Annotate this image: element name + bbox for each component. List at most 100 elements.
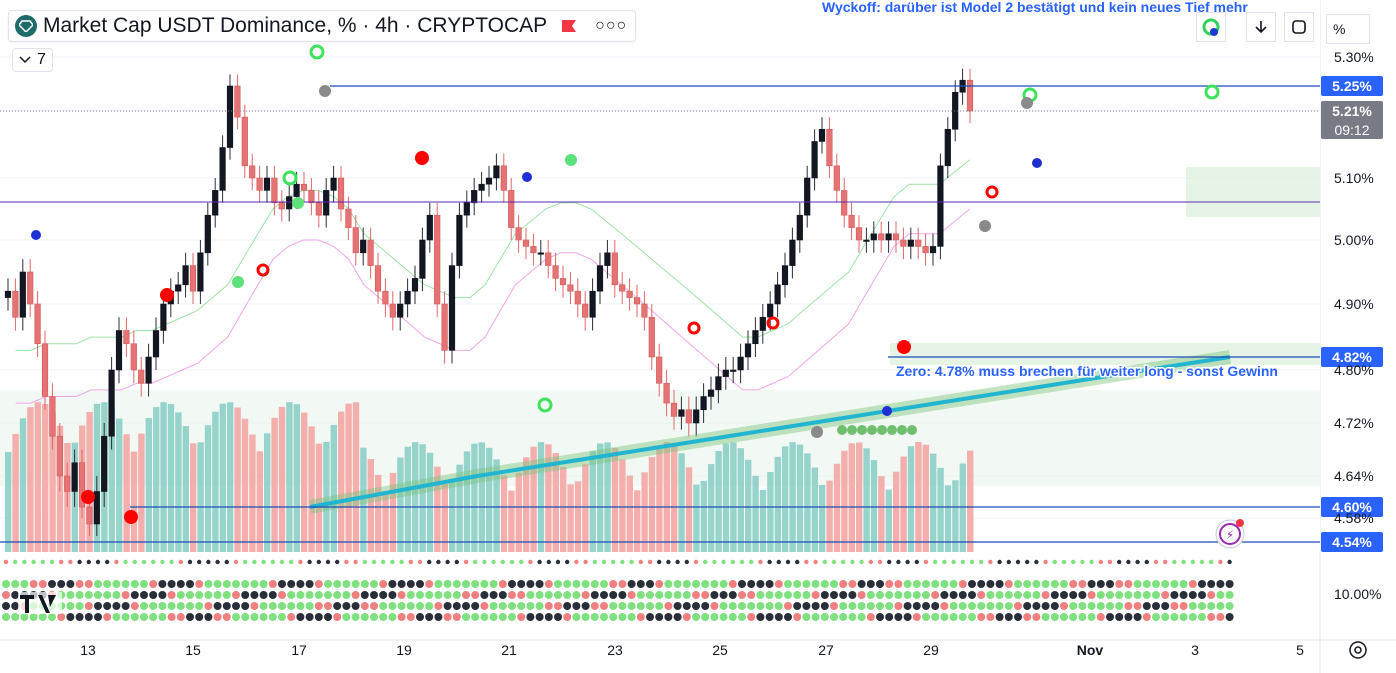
candle-body [707, 389, 715, 397]
price-label: 5.21% [1332, 103, 1372, 119]
indicator-dot [719, 602, 728, 610]
settings-gear-icon[interactable] [1349, 641, 1367, 659]
indicator-dot [876, 591, 884, 599]
top-annotation: Wyckoff: darüber ist Model 2 bestätigt u… [822, 0, 1248, 15]
volume-bar [352, 402, 360, 552]
indicator-dot [508, 613, 516, 621]
indicator-dot [811, 580, 820, 588]
indicator-dot [517, 613, 526, 621]
indicator-dot [11, 580, 20, 588]
indicator-dot [324, 591, 332, 599]
scale-mode-button[interactable]: % [1326, 14, 1370, 44]
indicator-dot [1069, 591, 1078, 599]
volume-bar [138, 433, 145, 552]
candle-body [130, 343, 137, 371]
x-tick-label: 19 [396, 642, 412, 658]
indicator-dot [360, 602, 369, 610]
indicator-dot [250, 613, 259, 621]
volume-bar [389, 472, 397, 552]
candle-body [796, 214, 803, 241]
indicator-dot [896, 559, 901, 565]
indicator-dot [703, 559, 708, 565]
indicator-dot [620, 559, 625, 565]
indicator-dot [167, 602, 176, 610]
indicator-dot [452, 613, 461, 621]
more-options-icon[interactable]: ○○○ [595, 17, 628, 34]
volume-bar [286, 402, 293, 552]
indicator-count-label: 7 [37, 51, 46, 68]
candle-body [678, 409, 685, 417]
indicator-dot [84, 591, 93, 599]
indicator-dot [1142, 580, 1151, 588]
indicator-dot [931, 591, 940, 599]
indicator-dot [968, 613, 976, 621]
candle-body [626, 290, 633, 298]
indicator-dot [1124, 602, 1133, 610]
indicator-dot [416, 602, 424, 610]
indicator-dot [912, 613, 921, 621]
indicator-dot [692, 591, 700, 599]
indicator-dot [995, 613, 1004, 621]
indicator-dot [259, 602, 268, 610]
indicator-dot [830, 580, 838, 588]
indicator-dot [979, 559, 984, 565]
indicator-dot [425, 591, 434, 599]
indicator-dot [31, 559, 36, 565]
alert-toggle-button[interactable] [1196, 12, 1226, 42]
indicator-dot [693, 559, 699, 565]
indicator-dot [600, 591, 608, 599]
indicator-dot [342, 591, 351, 599]
indicator-dot [600, 602, 608, 610]
scroll-down-button[interactable] [1246, 12, 1276, 42]
price-label-bg [1321, 347, 1383, 367]
indicator-dot [1216, 591, 1225, 599]
flag-icon[interactable] [561, 19, 577, 33]
candle-body [604, 252, 611, 266]
volume-bar [567, 484, 574, 552]
y-tick-label: 4.90% [1334, 296, 1374, 312]
indicator-dot [2, 580, 10, 588]
indicator-dot [103, 580, 112, 588]
indicator-dot [1209, 559, 1214, 565]
volume-bar [108, 407, 115, 552]
volume-bar [360, 447, 367, 552]
indicator-dot [250, 580, 259, 588]
indicator-dot [333, 613, 342, 621]
symbol-header[interactable]: Market Cap USDT Dominance, % · 4h · CRYP… [8, 10, 637, 42]
volume-bar [5, 452, 12, 552]
symbol-title[interactable]: Market Cap USDT Dominance, % · 4h · CRYP… [43, 14, 548, 37]
alert-button[interactable]: ⚡ [1215, 519, 1245, 549]
indicator-dot [1060, 591, 1068, 599]
candle-body [234, 85, 241, 118]
indicator-dot [344, 559, 349, 565]
indicator-dot [20, 580, 29, 588]
indicator-dot [130, 602, 139, 610]
tradingview-logo[interactable] [18, 592, 62, 614]
fullscreen-button[interactable] [1284, 12, 1314, 42]
volume-bar [382, 490, 389, 552]
indicator-dot [94, 580, 102, 588]
candle-body [293, 183, 300, 197]
x-tick-label: 21 [501, 642, 517, 658]
blue-dot-marker [31, 230, 41, 240]
indicator-dot [627, 602, 636, 610]
indicator-dot [370, 580, 378, 588]
indicator-dot [517, 580, 526, 588]
indicator-dot [609, 580, 618, 588]
candle-body [226, 85, 234, 148]
volume-bar [589, 451, 596, 552]
volume-bar [893, 471, 900, 552]
candle-body [56, 435, 63, 477]
indicator-dot [977, 613, 986, 621]
indicator-dot [1041, 580, 1050, 588]
volume-bar [49, 412, 56, 552]
candle-body [582, 303, 589, 318]
indicator-dot [1152, 613, 1160, 621]
volume-bar [937, 467, 944, 552]
price-axis-bg[interactable] [1320, 0, 1396, 673]
indicators-toggle[interactable]: 7 [12, 48, 53, 72]
indicator-dot [655, 591, 664, 599]
indicator-dot [785, 559, 791, 565]
volume-bar [715, 450, 722, 552]
